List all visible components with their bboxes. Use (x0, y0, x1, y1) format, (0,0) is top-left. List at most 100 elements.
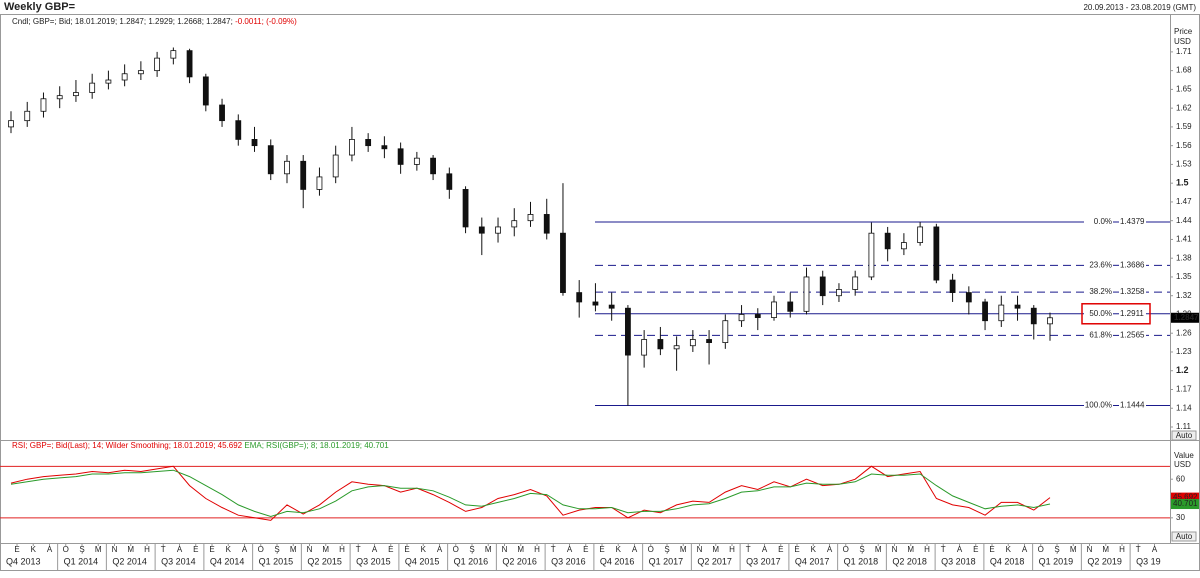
quarter-label: Q4 2017 (795, 556, 830, 566)
price-axis-title: Price (1174, 27, 1193, 36)
month-label: H (924, 545, 930, 554)
window-title: Weekly GBP= (4, 1, 75, 13)
legend-values: Cndl; GBP=; Bid; 18.01.2019; 1.2847; 1.2… (12, 17, 233, 26)
quarter-label: Q2 2018 (892, 556, 927, 566)
month-label: O (843, 545, 849, 554)
rsi-axis-title: Value (1174, 451, 1194, 460)
candle-body (722, 320, 729, 343)
month-label: O (63, 545, 69, 554)
month-label: M (127, 545, 134, 554)
y-tick-label: 60 (1176, 474, 1185, 483)
month-label: A (437, 545, 443, 554)
month-label: M (875, 545, 882, 554)
date-range: 20.09.2013 - 23.08.2019 (GMT) (1083, 3, 1196, 12)
candle-body (154, 57, 161, 72)
month-label: A (1022, 545, 1028, 554)
y-tick-label: 1.44 (1176, 216, 1192, 225)
y-tick-label: 1.26 (1176, 328, 1192, 337)
month-label: N (502, 545, 508, 554)
y-tick-label: 1.11 (1176, 422, 1192, 431)
auto-button[interactable] (1171, 531, 1197, 542)
month-label: N (892, 545, 898, 554)
quarter-label: Q1 2018 (844, 556, 879, 566)
quarter-label: Q3 2018 (941, 556, 976, 566)
month-label: H (144, 545, 150, 554)
last-price: 1.2847 (1174, 313, 1199, 322)
candle-body (381, 145, 388, 150)
candle-body (8, 120, 14, 128)
month-label: E (14, 545, 19, 554)
month-label: E (583, 545, 588, 554)
candle-body (170, 50, 177, 59)
quarter-label: Q1 2015 (259, 556, 294, 566)
month-label: H (729, 545, 735, 554)
month-label: N (1087, 545, 1093, 554)
candle-body (982, 301, 988, 322)
month-label: A (1152, 545, 1158, 554)
month-label: N (697, 545, 703, 554)
candle-body (251, 139, 258, 147)
month-label: E (794, 545, 799, 554)
candle-body (235, 120, 242, 140)
fib-price: 1.2911 (1120, 309, 1144, 318)
quarter-label: Q3 2015 (356, 556, 391, 566)
quarter-label: Q2 2015 (307, 556, 342, 566)
y-tick-label: 1.5 (1176, 178, 1189, 188)
y-tick-label: 1.32 (1176, 291, 1192, 300)
y-tick-label: 1.41 (1176, 235, 1192, 244)
candle-body (40, 98, 47, 112)
auto-label[interactable]: Auto (1176, 431, 1193, 440)
quarter-label: Q2 2014 (112, 556, 147, 566)
month-label: O (258, 545, 264, 554)
candle-body (884, 232, 891, 250)
month-label: K (421, 545, 427, 554)
candle-body (673, 345, 680, 350)
value-box (1171, 492, 1199, 503)
y-tick-label: 1.2 (1176, 365, 1189, 375)
month-label: E (193, 545, 198, 554)
fib-percent: 100.0% (1085, 401, 1112, 410)
fib-percent: 38.2% (1089, 287, 1112, 296)
last-value: 45.692 (1173, 493, 1198, 502)
quarter-label: Q1 2016 (454, 556, 489, 566)
quarter-label: Q4 2016 (600, 556, 635, 566)
month-label: T (356, 545, 361, 554)
candle-body (413, 157, 420, 165)
month-label: A (827, 545, 833, 554)
y-tick-label: 30 (1176, 513, 1185, 522)
auto-button[interactable] (1171, 430, 1197, 441)
candle-body (900, 242, 907, 250)
candle-body (949, 279, 956, 293)
candle-body (576, 292, 583, 303)
candle-body (787, 301, 794, 312)
month-label: E (599, 545, 604, 554)
month-label: E (209, 545, 214, 554)
month-label: T (746, 545, 751, 554)
price-legend: Cndl; GBP=; Bid; 18.01.2019; 1.2847; 1.2… (12, 17, 297, 26)
month-label: O (453, 545, 459, 554)
quarter-label: Q4 2015 (405, 556, 440, 566)
month-label: M (322, 545, 329, 554)
y-tick-label: 1.56 (1176, 141, 1192, 150)
candle-body (186, 50, 193, 78)
month-label: T (161, 545, 166, 554)
y-tick-label: 1.38 (1176, 253, 1192, 262)
y-tick-label: 1.35 (1176, 272, 1192, 281)
month-label: M (517, 545, 524, 554)
y-tick-label: 1.53 (1176, 160, 1192, 169)
month-label: A (242, 545, 248, 554)
auto-label[interactable]: Auto (1176, 532, 1193, 541)
candle-body (754, 314, 761, 318)
month-label: O (648, 545, 654, 554)
candle-body (527, 214, 534, 222)
rsi-legend-entry: RSI; GBP=; Bid(Last); 14; Wilder Smoothi… (12, 441, 243, 450)
candle-body (819, 276, 826, 297)
month-label: M (712, 545, 719, 554)
indicator-line (10, 469, 1051, 518)
y-tick-label: 1.14 (1176, 403, 1192, 412)
month-label: E (778, 545, 783, 554)
candle-body (267, 145, 274, 175)
